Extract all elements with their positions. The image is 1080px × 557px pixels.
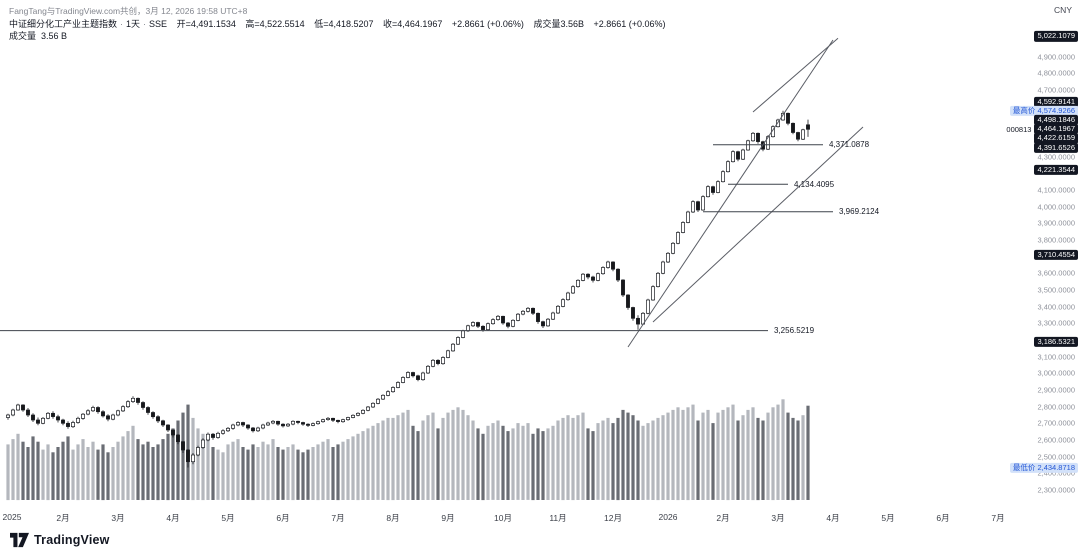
price-line-badge: 3,710.4554	[1034, 249, 1078, 261]
highest-price-badge: 最高价 4,574.9266	[1009, 105, 1078, 116]
price-badge-value: 4,221.3544	[1034, 164, 1078, 175]
price-badge-value: 5,022.1079	[1034, 31, 1078, 42]
price-tick: 2,300.0000	[1037, 485, 1075, 495]
ohlc-high: 高=4,522.5514	[245, 19, 305, 29]
time-axis-label: 11月	[549, 513, 567, 523]
price-badge-value: 4,391.6526	[1034, 142, 1078, 153]
volume-legend[interactable]: 成交量 3.56 B	[9, 29, 67, 42]
price-badge-value: 4,464.1967	[1034, 124, 1078, 135]
price-badge-value: 最高价 4,574.9266	[1009, 105, 1078, 116]
tradingview-logo-text: TradingView	[34, 533, 110, 547]
horizontal-level-lines	[0, 144, 833, 332]
ohlc-open: 开=4,491.1534	[176, 19, 236, 29]
exchange-label[interactable]: SSE	[149, 19, 168, 29]
candlestick-chart[interactable]	[0, 0, 1028, 557]
price-badge-value: 最低价 2,434.8718	[1009, 462, 1078, 473]
time-axis-label: 8月	[386, 513, 400, 523]
time-axis[interactable]: 2025 2月 3月 4月 5月 6月 7月 8月 9月 10月 11月 12月 2026 2月 3月 4月 5…	[0, 512, 1030, 528]
lowest-price-badge: 最低价 2,434.8718	[1009, 462, 1078, 473]
volume-label: 成交量	[9, 31, 37, 41]
time-axis-label: 5月	[221, 513, 235, 523]
trend-channel-lines	[627, 37, 864, 348]
price-line-badge: 4,391.6526	[1034, 142, 1078, 153]
time-axis-label: 2025	[2, 512, 22, 522]
change-value-2: +2.8661 (+0.06%)	[593, 19, 666, 29]
price-tick: 4,300.0000	[1037, 152, 1075, 162]
volume-value-inline: 成交量3.56B	[533, 19, 584, 29]
price-tick: 2,700.0000	[1037, 418, 1075, 428]
price-line-badge: 5,022.1079	[1034, 31, 1078, 42]
price-tick: 2,800.0000	[1037, 402, 1075, 412]
time-axis-label: 10月	[494, 513, 512, 523]
price-tick: 2,600.0000	[1037, 435, 1075, 445]
price-line-badge: 4,498.1846	[1034, 114, 1078, 126]
ohlc-close: 收=4,464.1967	[383, 19, 443, 29]
price-tick: 3,100.0000	[1037, 352, 1075, 362]
change-value: +2.8661 (+0.06%)	[451, 19, 524, 29]
price-tick: 4,000.0000	[1037, 202, 1075, 212]
attribution-text: FangTang与TradingView.com共创，3月 12, 2026 1…	[9, 6, 248, 16]
time-axis-label: 2月	[56, 513, 70, 523]
price-tick: 3,600.0000	[1037, 268, 1075, 278]
price-tick: 3,400.0000	[1037, 302, 1075, 312]
price-badge-value: 4,498.1846	[1034, 114, 1078, 126]
time-axis-label: 2月	[716, 513, 730, 523]
symbol-title[interactable]: 中证细分化工产业主题指数	[9, 19, 118, 29]
time-axis-label: 7月	[331, 513, 345, 523]
price-line-badge: 4,592.9141	[1034, 96, 1078, 107]
price-line-badge: 3,186.5321	[1034, 337, 1078, 348]
price-tick: 4,100.0000	[1037, 185, 1075, 195]
time-axis-label: 6月	[276, 513, 290, 523]
price-tick: 3,900.0000	[1037, 218, 1075, 228]
time-axis-label: 5月	[881, 513, 895, 523]
time-axis-label: 3月	[771, 513, 785, 523]
price-axis[interactable]: CNY 4,900.0000 4,800.0000 4,700.0000 4,300.…	[1006, 0, 1080, 557]
time-axis-label: 4月	[826, 513, 840, 523]
price-tick: 4,700.0000	[1037, 85, 1075, 95]
price-tick: 2,900.0000	[1037, 385, 1075, 395]
time-axis-label: 6月	[936, 513, 950, 523]
symbol-legend[interactable]: 中证细分化工产业主题指数 · 1天 · SSE 开=4,491.1534 高=4,522…	[9, 17, 666, 30]
volume-bars	[6, 399, 810, 501]
price-badge-value: 3,186.5321	[1034, 337, 1078, 348]
interval-label[interactable]: 1天	[126, 19, 141, 29]
symbol-code-label: 000813	[1006, 124, 1032, 134]
price-badge-value: 4,592.9141	[1034, 96, 1078, 107]
price-tick: 3,800.0000	[1037, 235, 1075, 245]
price-tick: 3,000.0000	[1037, 368, 1075, 378]
time-axis-label: 9月	[441, 513, 455, 523]
price-line-badge: 4,422.6159	[1034, 133, 1078, 144]
candle-bodies	[6, 112, 810, 463]
price-tick: 2,500.0000	[1037, 452, 1075, 462]
time-axis-label: 7月	[991, 513, 1005, 523]
time-axis-label: 2026	[658, 512, 678, 522]
time-axis-label: 3月	[111, 513, 125, 523]
ohlc-low: 低=4,418.5207	[314, 19, 374, 29]
legend-separator: ·	[143, 19, 147, 29]
price-line-badge: 4,221.3544	[1034, 164, 1078, 175]
price-tick: 3,500.0000	[1037, 285, 1075, 295]
time-axis-label: 4月	[166, 513, 180, 523]
price-tick: 3,300.0000	[1037, 318, 1075, 328]
time-axis-label: 12月	[604, 513, 622, 523]
currency-label: CNY	[1054, 5, 1072, 15]
current-price-badge: 000813 4,464.1967	[1006, 124, 1078, 135]
price-badge-value: 3,710.4554	[1034, 249, 1078, 261]
tradingview-logo-icon	[10, 532, 29, 548]
price-tick: 2,400.0000	[1037, 468, 1075, 478]
price-tick: 4,900.0000	[1037, 52, 1075, 62]
price-tick: 4,800.0000	[1037, 68, 1075, 78]
volume-value: 3.56 B	[41, 31, 68, 41]
price-badge-value: 4,422.6159	[1034, 133, 1078, 144]
tradingview-logo[interactable]: TradingView	[10, 532, 110, 548]
legend-separator: ·	[120, 19, 124, 29]
